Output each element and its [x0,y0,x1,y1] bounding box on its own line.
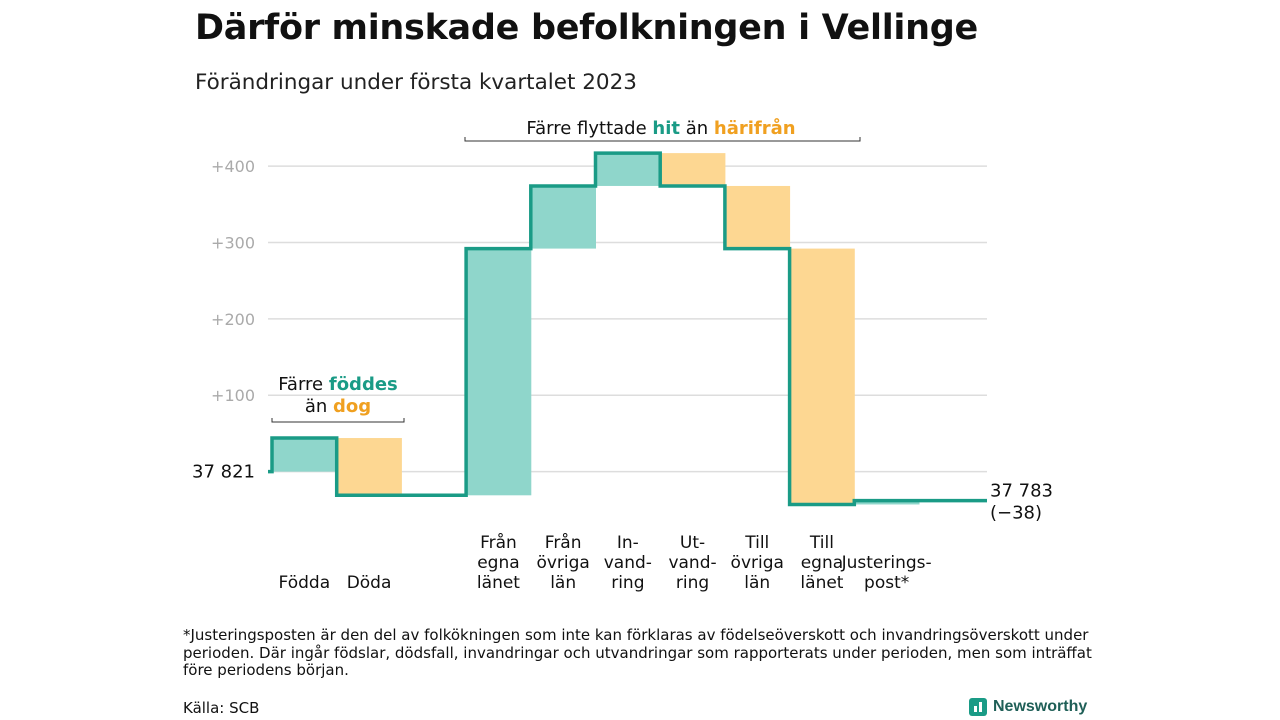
annotation-segment: Färre flyttade [526,118,652,139]
source-label: Källa: SCB [183,699,260,717]
group-annotation: Färre flyttade hit än härifrån [526,117,795,139]
annotation-segment: föddes [329,374,398,395]
waterfall-bar [272,438,338,472]
category-label: övriga [536,553,589,573]
y-tick-label: +100 [211,386,255,405]
category-label: län [744,573,770,593]
category-label: egna [801,553,843,573]
waterfall-bar [530,185,596,249]
waterfall-bar [789,248,855,505]
waterfall-bar [336,438,402,496]
waterfall-chart: +100 +200 +300 +400 37 821 37 783(−38) Födda Dö… [192,117,1053,593]
y-tick-label: +300 [211,233,255,252]
category-label: Döda [347,573,392,593]
annotation-segment: härifrån [714,117,796,139]
running-total-line [268,151,987,507]
waterfall-bar [854,500,920,505]
chart-subtitle: Förändringar under första kvartalet 2023 [195,70,637,95]
category-label: vand- [604,553,652,573]
category-label: Till [744,533,769,553]
category-label: ring [611,573,644,593]
waterfall-bar [724,185,791,249]
chart-title: Därför minskade befolkningen i Vellinge [195,8,978,48]
group-bracket [271,418,405,423]
group-annotation: Färre föddes [278,374,398,395]
end-value-label: 37 783 [990,481,1053,502]
category-label: Justerings- [841,553,932,573]
waterfall-bar [595,153,661,186]
annotation-segment: än [680,118,714,139]
waterfall-bar [466,248,532,496]
waterfall-bar [660,153,726,186]
category-label: övriga [731,553,784,573]
y-tick-label: +200 [211,310,255,329]
category-label: In- [617,533,639,553]
category-label: ring [676,573,709,593]
newsworthy-logo-icon [969,698,987,716]
group-bracket [464,137,861,142]
footnote: *Justeringsposten är den del av folkökni… [183,626,1092,679]
category-label: länet [477,573,520,593]
annotation-segment: Färre [278,374,329,395]
category-label: Från [480,532,517,553]
annotation-segment: dog [333,396,371,417]
category-label: Ut- [680,533,705,553]
category-label: Födda [279,573,331,593]
newsworthy-logo: Newsworthy [969,696,1087,718]
category-label: länet [800,573,843,593]
category-label: vand- [668,553,716,573]
group-annotation: än dog [305,396,371,417]
end-change-label: (−38) [990,503,1042,524]
category-label: län [550,573,576,593]
category-label: Till [809,533,834,553]
start-value-label: 37 821 [192,462,255,483]
annotation-segment: än [305,396,333,417]
category-label: egna [477,553,519,573]
y-tick-label: +400 [211,157,255,176]
category-label: post* [864,573,909,593]
newsworthy-logo-text: Newsworthy [993,698,1088,715]
annotation-segment: hit [652,118,680,139]
category-label: Från [545,532,582,553]
